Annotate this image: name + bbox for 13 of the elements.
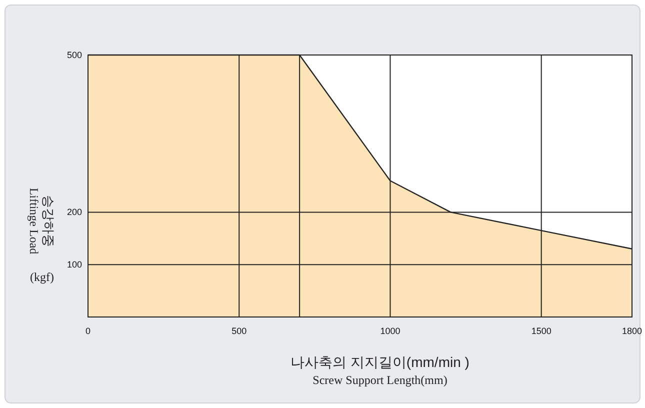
x-tick-label: 1500 — [531, 326, 552, 336]
text: Screw Support Length(mm) — [312, 373, 448, 387]
x-tick-label: 1000 — [380, 326, 400, 336]
x-axis-title: 나사축의 지지길이(mm/min ) — [290, 354, 470, 370]
y-axis-title: 승강하중 — [41, 195, 56, 247]
y-tick-label: 200 — [66, 207, 82, 218]
y-tick-label: 500 — [66, 50, 82, 60]
y2-axis-title: Liftinge Load — [27, 188, 41, 254]
x-tick-label: 1800 — [622, 326, 642, 336]
legend-title: (kgf) — [30, 270, 54, 284]
x-tick-label: 500 — [232, 326, 247, 336]
x-tick-label: 0 — [85, 326, 91, 336]
y-tick-label: 100 — [66, 260, 82, 270]
